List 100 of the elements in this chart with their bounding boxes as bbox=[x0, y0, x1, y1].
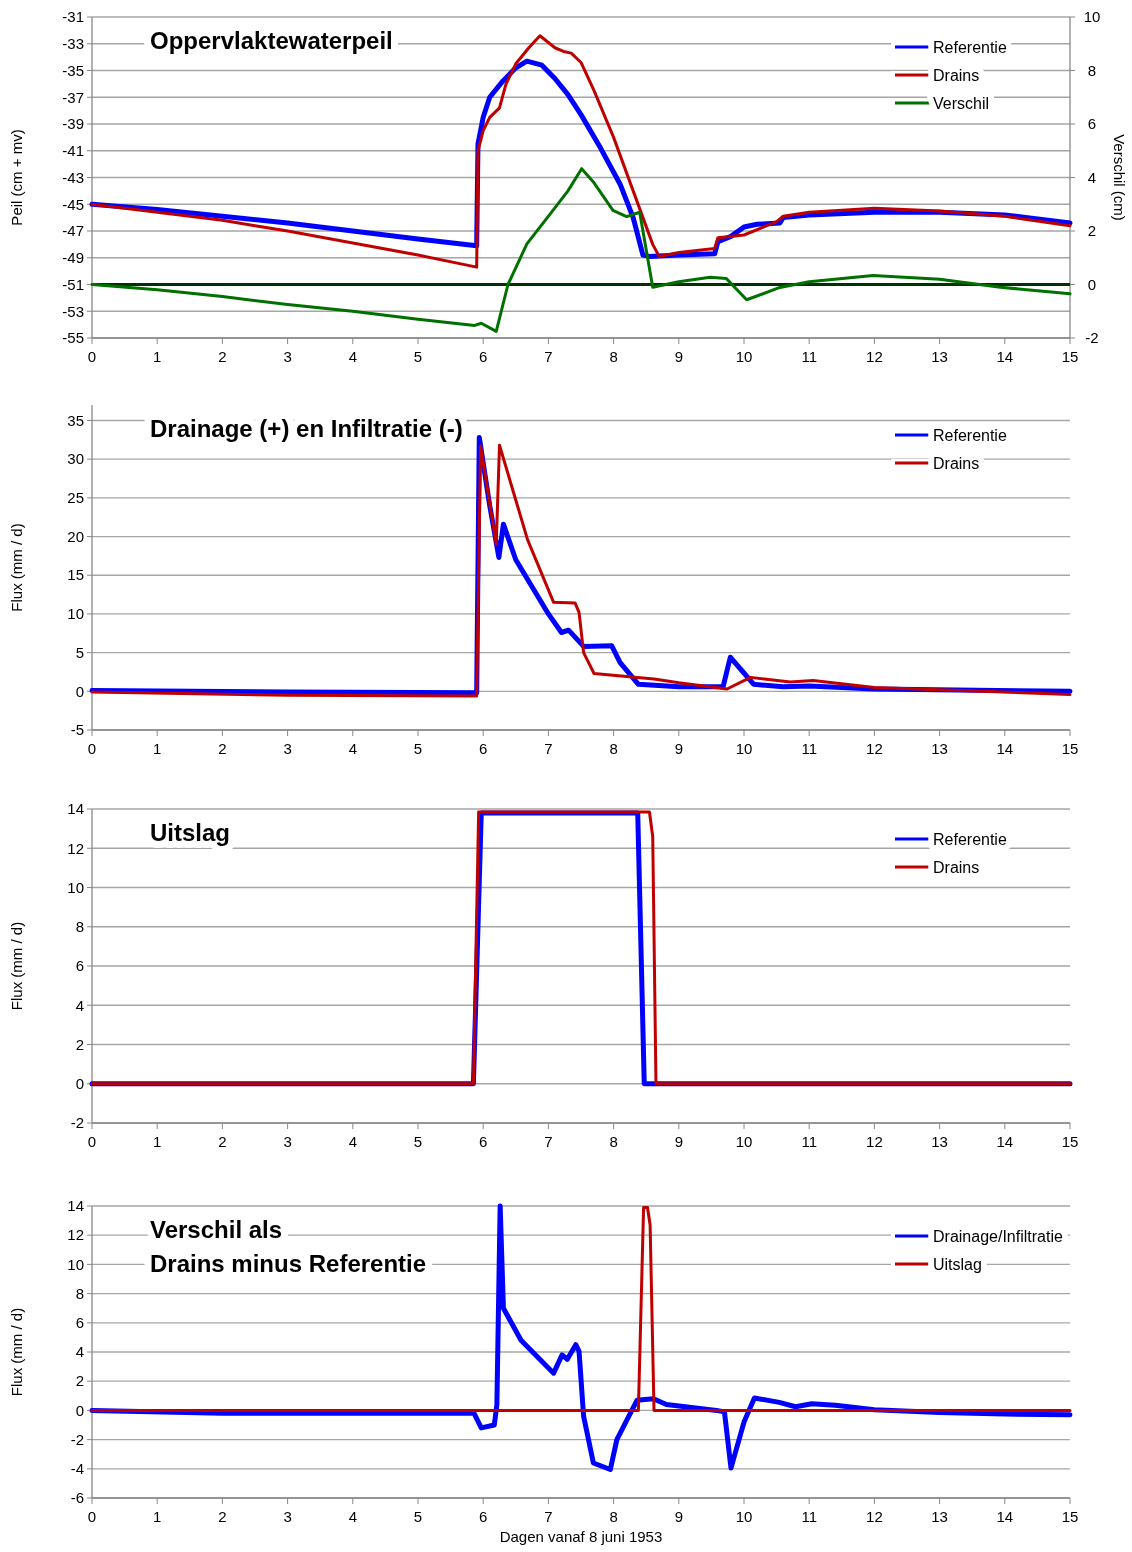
x-tick-label: 11 bbox=[801, 348, 817, 365]
legend-label: Uitslag bbox=[933, 1255, 982, 1273]
y-tick-label: -4 bbox=[70, 1460, 84, 1478]
y2-tick-label: 6 bbox=[1087, 115, 1097, 133]
x-tick-label: 2 bbox=[218, 740, 227, 757]
y-tick-label: -45 bbox=[62, 195, 84, 213]
x-tick-label: 9 bbox=[674, 1133, 683, 1150]
y-tick-label: -37 bbox=[62, 88, 84, 106]
x-tick-label: 11 bbox=[801, 740, 817, 757]
legend-label: Drains bbox=[933, 454, 980, 472]
x-tick-label: 11 bbox=[801, 1508, 817, 1525]
x-tick-label: 13 bbox=[931, 348, 948, 365]
y2-tick-label: 8 bbox=[1087, 61, 1097, 79]
y-tick-label: 15 bbox=[67, 566, 84, 584]
legend-label: Referentie bbox=[933, 426, 1007, 444]
y-tick-label: 0 bbox=[75, 1075, 84, 1092]
x-tick-label: 7 bbox=[544, 1133, 553, 1150]
x-tick-label: 4 bbox=[348, 740, 357, 757]
legend-label: Verschil bbox=[933, 94, 990, 112]
x-tick-label: 4 bbox=[348, 1508, 357, 1525]
x-tick-label: 4 bbox=[348, 1133, 357, 1150]
text: Verschil als Drains minus Referentie bbox=[150, 1216, 427, 1277]
legend-label: Referentie bbox=[933, 830, 1007, 848]
x-tick-label: 9 bbox=[674, 740, 683, 757]
x-tick-label: 2 bbox=[218, 1133, 227, 1150]
x-tick-label: 1 bbox=[153, 1133, 162, 1150]
y-tick-label: -2 bbox=[70, 1430, 84, 1448]
y-tick-label: 6 bbox=[75, 1314, 84, 1332]
x-tick-label: 2 bbox=[218, 1508, 227, 1525]
x-tick-label: 0 bbox=[87, 1133, 97, 1150]
x-tick-label: 15 bbox=[1061, 740, 1079, 757]
y-tick-label: -41 bbox=[62, 142, 84, 159]
y-axis-title: Flux (mm / d) bbox=[8, 921, 25, 1011]
y-tick-label: 8 bbox=[75, 918, 84, 935]
x-tick-label: 5 bbox=[413, 348, 423, 365]
x-tick-label: 8 bbox=[609, 1508, 618, 1525]
y-tick-label: 5 bbox=[75, 643, 84, 661]
x-tick-label: 6 bbox=[479, 740, 488, 757]
x-tick-label: 8 bbox=[609, 348, 618, 365]
x-tick-label: 1 bbox=[153, 348, 162, 365]
x-tick-label: 10 bbox=[735, 740, 753, 757]
y-tick-label: -49 bbox=[62, 249, 84, 266]
y-tick-label: 2 bbox=[75, 1372, 84, 1390]
x-tick-label: 4 bbox=[348, 348, 357, 365]
x-tick-label: 7 bbox=[544, 740, 553, 757]
chart-title: Drainage (+) en Infiltratie (-) bbox=[150, 415, 463, 442]
x-tick-label: 5 bbox=[413, 1133, 423, 1150]
y2-tick-label: -2 bbox=[1085, 329, 1099, 347]
x-tick-label: 9 bbox=[674, 1508, 683, 1525]
x-tick-label: 14 bbox=[996, 348, 1014, 365]
x-tick-label: 3 bbox=[283, 1133, 292, 1150]
y-tick-label: -33 bbox=[62, 35, 84, 52]
legend-label: Referentie bbox=[933, 38, 1007, 56]
x-tick-label: 9 bbox=[674, 348, 683, 365]
x-tick-label: 3 bbox=[283, 348, 292, 365]
x-tick-label: 13 bbox=[931, 740, 948, 757]
y-tick-label: 12 bbox=[67, 839, 84, 857]
legend-label: Drainage/Infiltratie bbox=[933, 1227, 1063, 1245]
y2-tick-label: 10 bbox=[1083, 8, 1101, 26]
y-tick-label: 10 bbox=[67, 1255, 84, 1273]
y-tick-label: 4 bbox=[75, 996, 84, 1014]
y-tick-label: 10 bbox=[67, 878, 84, 896]
y-tick-label: 14 bbox=[67, 800, 84, 818]
x-tick-label: 0 bbox=[87, 740, 97, 757]
x-tick-label: 2 bbox=[218, 348, 227, 365]
y-tick-label: -35 bbox=[62, 61, 84, 79]
y-tick-label: -31 bbox=[62, 8, 84, 26]
x-tick-label: 7 bbox=[544, 1508, 553, 1525]
x-tick-label: 11 bbox=[801, 1133, 817, 1150]
x-tick-label: 5 bbox=[413, 1508, 423, 1525]
y-tick-label: -6 bbox=[70, 1489, 84, 1507]
y-tick-label: 6 bbox=[75, 957, 84, 975]
y-tick-label: 20 bbox=[67, 527, 84, 545]
x-tick-label: 10 bbox=[735, 1508, 753, 1525]
y-tick-label: 0 bbox=[75, 1401, 84, 1419]
x-tick-label: 15 bbox=[1061, 348, 1079, 365]
x-axis-title: Dagen vanaf 8 juni 1953 bbox=[499, 1528, 663, 1545]
x-tick-label: 1 bbox=[153, 740, 162, 757]
x-tick-label: 12 bbox=[866, 348, 883, 365]
x-tick-label: 14 bbox=[996, 1133, 1014, 1150]
x-tick-label: 10 bbox=[735, 1133, 753, 1150]
y-tick-label: -47 bbox=[62, 222, 84, 240]
y-axis-title: Flux (mm / d) bbox=[8, 1307, 25, 1397]
y-tick-label: -43 bbox=[62, 168, 84, 186]
chart-title: Uitslag bbox=[150, 819, 231, 846]
y2-tick-label: 4 bbox=[1087, 168, 1097, 186]
x-tick-label: 5 bbox=[413, 740, 423, 757]
chart-title: Oppervlaktewaterpeil bbox=[150, 27, 393, 54]
y-tick-label: 35 bbox=[67, 411, 84, 429]
x-tick-label: 13 bbox=[931, 1508, 948, 1525]
y-tick-label: 12 bbox=[67, 1226, 84, 1244]
x-tick-label: 12 bbox=[866, 1133, 883, 1150]
x-tick-label: 7 bbox=[544, 348, 553, 365]
y-tick-label: -53 bbox=[62, 302, 84, 320]
x-tick-label: 3 bbox=[283, 1508, 292, 1525]
x-tick-label: 1 bbox=[153, 1508, 162, 1525]
x-tick-label: 8 bbox=[609, 740, 618, 757]
x-tick-label: 10 bbox=[735, 348, 753, 365]
x-tick-label: 15 bbox=[1061, 1133, 1079, 1150]
y-tick-label: 25 bbox=[67, 489, 84, 507]
